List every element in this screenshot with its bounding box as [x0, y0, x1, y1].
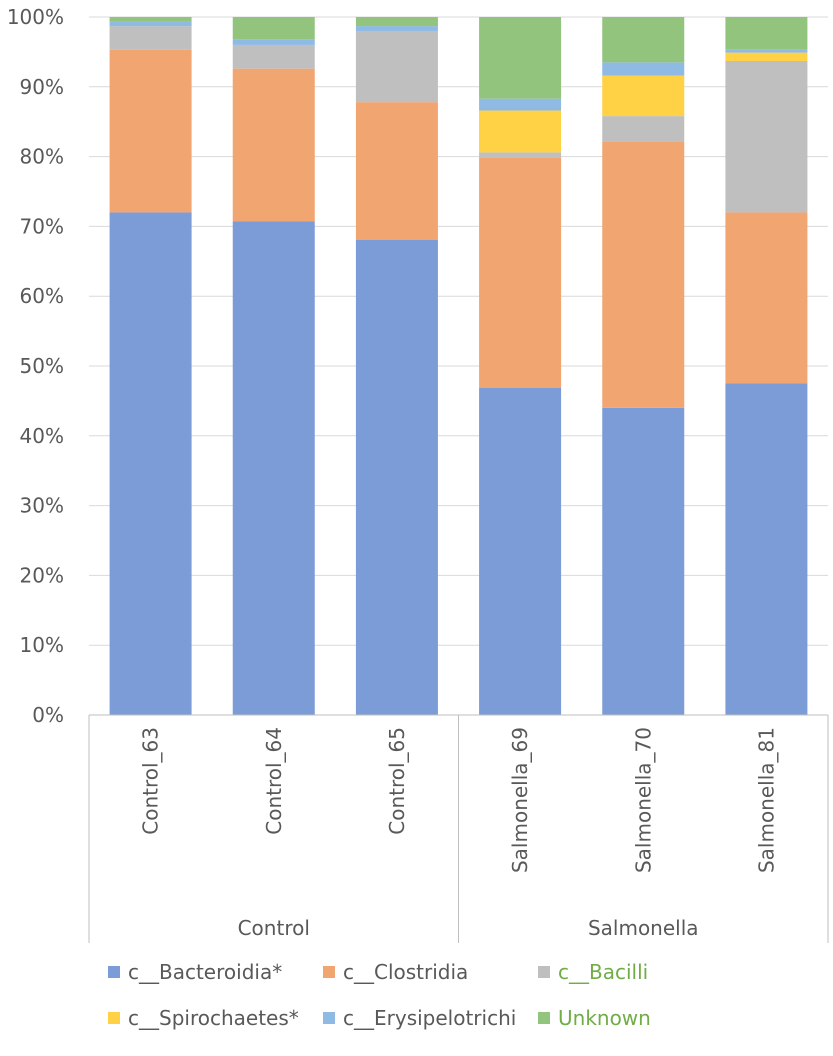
y-tick-label: 0% [32, 703, 64, 727]
legend-label: c__Bacteroidia* [128, 960, 283, 984]
x-category-labels: Control_63 Control_64 Control_65 Salmonella… [139, 727, 779, 873]
y-tick-label: 80% [20, 145, 64, 169]
legend-swatch [323, 1012, 335, 1024]
bar-segment [232, 17, 315, 40]
bar-segment [355, 17, 438, 27]
x-category-label: Control_65 [385, 727, 409, 835]
x-group-label: Salmonella [588, 916, 699, 940]
bar-segment [602, 141, 685, 408]
bar-segment [109, 17, 192, 22]
x-category-label: Control_63 [139, 727, 163, 835]
x-category-label: Salmonella_81 [754, 727, 778, 873]
legend-swatch [108, 1012, 120, 1024]
bar-segment [232, 68, 315, 222]
bar-segment [232, 221, 315, 716]
gridlines [89, 16, 828, 646]
bar-segment [109, 49, 192, 213]
bar-segment [602, 75, 685, 117]
legend-swatch [323, 966, 335, 978]
y-tick-label: 30% [20, 494, 64, 518]
bar-segment [602, 407, 685, 715]
axes [88, 714, 829, 943]
bar-segment [479, 17, 562, 99]
bar-segment [479, 152, 562, 158]
bar-segment [725, 52, 808, 61]
bar-segment [602, 116, 685, 142]
legend-item: c__Bacilli [538, 960, 648, 984]
legend-item: c__Clostridia [323, 960, 468, 984]
x-group-label: Control [238, 916, 310, 940]
bar-segment [725, 49, 808, 53]
legend-item: c__Spirochaetes* [108, 1006, 299, 1030]
bar-segment [479, 387, 562, 715]
y-tick-label: 70% [20, 214, 64, 238]
y-tick-label: 90% [20, 75, 64, 99]
bar-segment [109, 26, 192, 50]
legend-label: Unknown [558, 1006, 651, 1030]
bar-segment [725, 17, 808, 50]
y-tick-label: 100% [7, 5, 64, 29]
bar-segment [355, 30, 438, 103]
y-tick-label: 10% [20, 633, 64, 657]
bar-segment [725, 383, 808, 715]
y-tick-label: 50% [20, 354, 64, 378]
bar-segment [355, 102, 438, 240]
bar-segment [355, 26, 438, 31]
x-category-label: Salmonella_70 [631, 727, 655, 873]
legend-swatch [108, 966, 120, 978]
y-tick-label: 20% [20, 563, 64, 587]
y-tick-label: 40% [20, 424, 64, 448]
bar-segment [355, 239, 438, 716]
bar-segment [602, 62, 685, 76]
legend-item: c__Bacteroidia* [108, 960, 282, 984]
y-tick-label: 60% [20, 284, 64, 308]
bar-segment [725, 212, 808, 384]
legend-item: c__Erysipelotrichi [323, 1006, 516, 1030]
x-group-labels: Control Salmonella [238, 916, 699, 940]
y-tick-labels: 0% 10% 20% 30% 40% 50% 60% 70% 80% 90% 100% [7, 5, 64, 727]
bar-segment [232, 44, 315, 69]
bar-segment [479, 98, 562, 111]
bars [109, 17, 808, 716]
legend-label: c__Spirochaetes* [128, 1006, 299, 1030]
bar-segment [109, 212, 192, 715]
legend-label: c__Bacilli [558, 960, 649, 984]
legend-swatch [538, 1012, 550, 1024]
legend-label: c__Erysipelotrichi [343, 1006, 517, 1030]
legend-item: Unknown [538, 1006, 651, 1030]
x-category-label: Control_64 [262, 727, 286, 835]
bar-segment [109, 21, 192, 27]
x-category-label: Salmonella_69 [508, 727, 532, 873]
legend-swatch [538, 966, 550, 978]
bar-segment [479, 157, 562, 388]
bar-segment [602, 17, 685, 63]
bar-segment [479, 110, 562, 153]
legend-label: c__Clostridia [343, 960, 469, 984]
bar-segment [725, 60, 808, 213]
bar-segment [232, 39, 315, 45]
